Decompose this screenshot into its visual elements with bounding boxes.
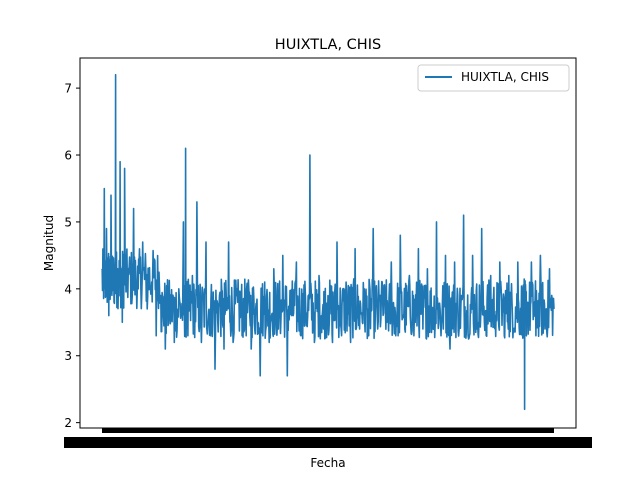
y-tick-label: 6 [64, 149, 72, 163]
y-tick-label: 7 [64, 82, 72, 96]
y-tick-label: 5 [64, 215, 72, 229]
x-tick-marks-band [102, 428, 554, 433]
x-tick-labels-overlapped [64, 437, 592, 448]
series-line [101, 73, 555, 411]
y-axis-label: Magnitud [42, 215, 56, 271]
y-axis: 2 3 4 5 6 7 [64, 82, 80, 430]
y-tick-label: 2 [64, 416, 72, 430]
y-tick-label: 4 [64, 282, 72, 296]
series-layer [101, 73, 555, 411]
chart-title: HUIXTLA, CHIS [275, 37, 381, 53]
legend-box [417, 64, 570, 92]
y-tick-label: 3 [64, 349, 72, 363]
legend: HUIXTLA, CHIS [417, 64, 570, 92]
plot-frame [79, 57, 577, 429]
legend-label: HUIXTLA, CHIS [461, 70, 549, 84]
x-axis-ticks [64, 428, 592, 448]
x-axis-label: Fecha [310, 456, 345, 470]
